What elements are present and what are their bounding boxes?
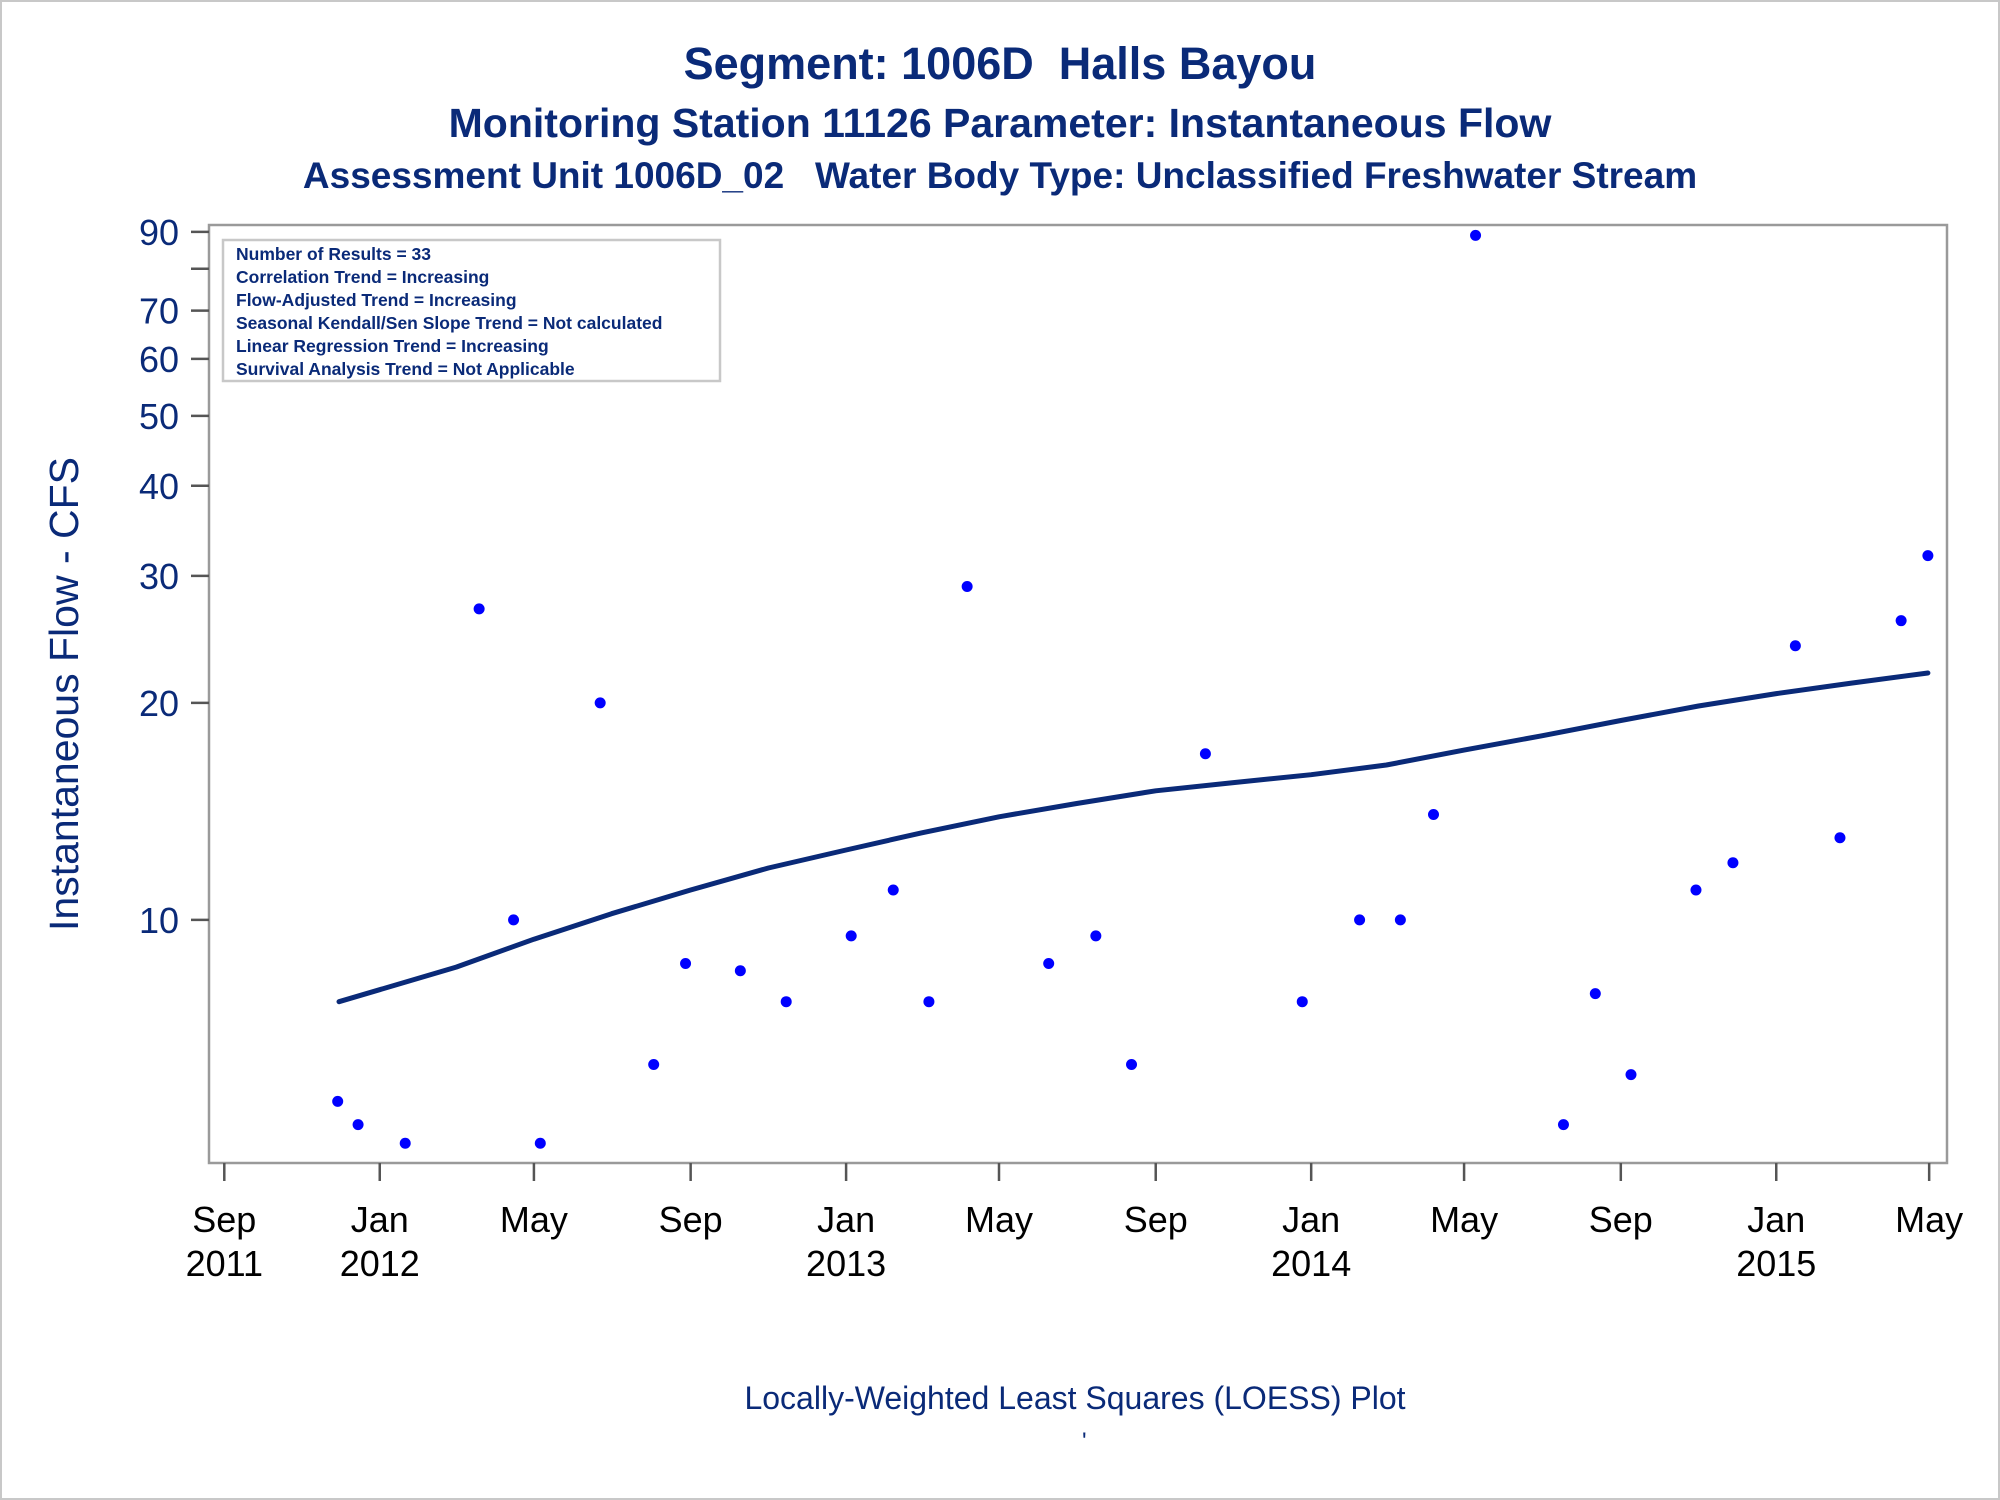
data-point [1296,996,1308,1008]
data-point [1895,615,1907,627]
x-tick-label-year: 2012 [340,1243,420,1284]
y-axis: 10 20 30 40 50 60 70 90 [139,212,209,941]
x-tick-label-month: Jan [1747,1199,1805,1240]
data-point [332,1095,344,1107]
data-point [1589,988,1601,1000]
data-point [923,996,935,1008]
footnote-mark: ' [1082,1428,1087,1455]
x-tick-label-year: 2015 [1736,1243,1816,1284]
y-tick-label: 90 [139,212,179,253]
statistics-line: Flow-Adjusted Trend = Increasing [236,290,517,310]
x-tick-label-month: Sep [192,1199,256,1240]
data-points-group [332,229,1934,1149]
statistics-line: Seasonal Kendall/Sen Slope Trend = Not c… [236,313,662,333]
chart-subtitle-station: Monitoring Station 11126 Parameter: Inst… [448,100,1552,146]
x-tick-label-year: 2014 [1271,1243,1351,1284]
loess-curve-group [336,670,1931,1005]
chart-title: Segment: 1006D Halls Bayou [683,38,1317,89]
data-point [1126,1059,1138,1071]
x-tick-label-year: 2011 [186,1243,263,1284]
x-tick-label-month: Sep [659,1199,723,1240]
x-tick-label-month: May [500,1199,568,1240]
data-point [508,914,520,926]
x-tick-label-month: Jan [817,1199,875,1240]
data-point [780,996,792,1008]
data-point [1043,957,1055,969]
x-tick-label-month: Sep [1589,1199,1653,1240]
data-point [1428,809,1439,821]
statistics-box-frame [221,238,722,383]
data-point [473,603,485,615]
data-point [1834,832,1846,844]
data-point [1727,857,1739,869]
statistics-line: Survival Analysis Trend = Not Applicable [236,359,575,379]
data-point [1090,930,1102,942]
statistics-line: Linear Regression Trend = Increasing [236,336,549,356]
data-point [1557,1119,1569,1131]
data-point [1789,640,1801,652]
data-point [680,957,692,969]
x-tick-label-month: Sep [1124,1199,1188,1240]
y-tick-label: 60 [139,339,179,380]
x-tick-label-month: May [1895,1199,1963,1240]
data-point [648,1059,660,1071]
y-tick-label: 50 [139,396,179,437]
data-point [887,884,899,896]
data-point [1354,914,1366,926]
statistics-line: Correlation Trend = Increasing [236,267,489,287]
data-point [1199,748,1211,760]
statistics-line: Number of Results = 33 [236,244,431,264]
y-tick-label: 10 [139,900,179,941]
data-point [1394,914,1406,926]
chart-subtitle-assessment: Assessment Unit 1006D_02 Water Body Type… [302,155,1698,196]
data-point [1922,550,1934,562]
data-point [1470,229,1482,241]
x-tick-label-year: 2013 [806,1243,886,1284]
data-point [961,580,973,592]
y-tick-label: 70 [139,291,179,332]
data-point [594,697,606,709]
y-tick-label: 30 [139,556,179,597]
data-point [1690,884,1702,896]
data-point [534,1137,546,1149]
y-axis-label: Instantaneous Flow - CFS [41,457,87,931]
loess-line [336,670,1931,1005]
data-point [1625,1069,1637,1081]
data-point [845,930,857,942]
data-point [399,1137,411,1149]
x-tick-label-month: May [965,1199,1033,1240]
data-point [352,1119,364,1131]
x-tick-label-month: Jan [1282,1199,1340,1240]
plot-footnote: Locally-Weighted Least Squares (LOESS) P… [744,1380,1406,1416]
plot-area [207,223,1949,1165]
y-tick-label: 40 [139,466,179,507]
x-tick-label-month: May [1430,1199,1498,1240]
statistics-box: Number of Results = 33 Correlation Trend … [221,238,722,383]
data-point [734,965,746,977]
x-tick-label-month: Jan [351,1199,409,1240]
y-tick-label: 20 [139,683,179,724]
